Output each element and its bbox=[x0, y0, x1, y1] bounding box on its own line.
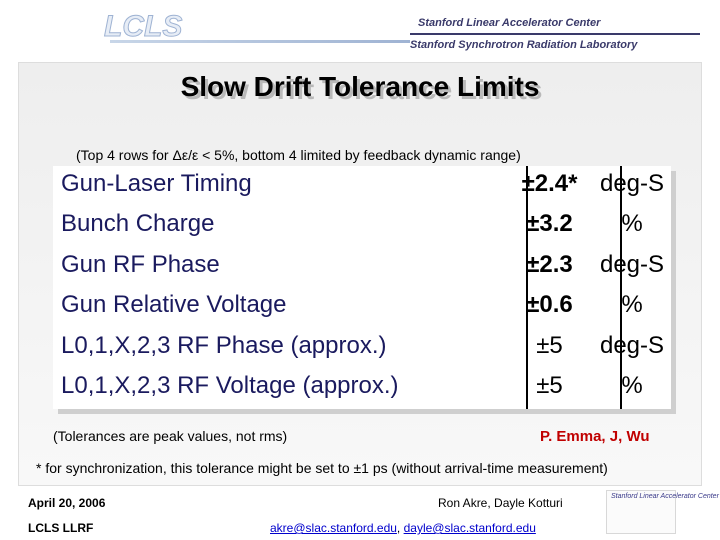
slac-logo-text: Stanford Linear Accelerator Center bbox=[611, 493, 719, 500]
row-name: Gun RF Phase bbox=[61, 251, 220, 278]
table-row: Bunch Charge ±3.2 % bbox=[53, 206, 671, 246]
email-link-akre[interactable]: akre@slac.stanford.edu bbox=[270, 521, 397, 535]
table-row: L0,1,X,2,3 RF Voltage (approx.) ±5 % bbox=[53, 368, 671, 408]
row-name: Bunch Charge bbox=[61, 210, 215, 237]
row-tolerance: ±0.6 bbox=[526, 291, 573, 318]
lab-name-slac: Stanford Linear Accelerator Center bbox=[418, 17, 601, 29]
lab-name-ssrl: Stanford Synchrotron Radiation Laborator… bbox=[410, 39, 638, 51]
row-unit: % bbox=[621, 210, 643, 237]
page-title: Slow Drift Tolerance Limits bbox=[180, 71, 540, 102]
row-tolerance: ±5 bbox=[536, 372, 563, 399]
row-unit: % bbox=[621, 372, 643, 399]
tolerance-table: Gun-Laser Timing ±2.4* deg-S Bunch Charg… bbox=[53, 166, 671, 409]
footer-authors: Ron Akre, Dayle Kotturi bbox=[438, 496, 563, 510]
title-shadow: Slow Drift Tolerance Limits bbox=[183, 74, 543, 105]
email-separator: , bbox=[396, 521, 401, 535]
row-tolerance: ±5 bbox=[536, 332, 563, 359]
footer-date: April 20, 2006 bbox=[28, 496, 106, 510]
row-unit: deg-S bbox=[599, 170, 665, 197]
row-name: L0,1,X,2,3 RF Voltage (approx.) bbox=[61, 372, 399, 399]
row-unit: deg-S bbox=[599, 251, 665, 278]
footer-emails: akre@slac.stanford.edu, dayle@slac.stanf… bbox=[270, 521, 536, 535]
column-divider bbox=[620, 166, 622, 409]
table-row: Gun RF Phase ±2.3 deg-S bbox=[53, 247, 671, 287]
column-divider bbox=[526, 166, 528, 409]
table-row: L0,1,X,2,3 RF Phase (approx.) ±5 deg-S bbox=[53, 328, 671, 368]
row-unit: deg-S bbox=[599, 332, 665, 359]
row-tolerance: ±2.4* bbox=[521, 170, 578, 197]
tolerance-note: (Tolerances are peak values, not rms) bbox=[53, 428, 288, 444]
table-row: Gun Relative Voltage ±0.6 % bbox=[53, 287, 671, 327]
header-rule bbox=[110, 40, 410, 43]
row-name: Gun-Laser Timing bbox=[61, 170, 252, 197]
email-link-kotturi[interactable]: dayle@slac.stanford.edu bbox=[403, 521, 536, 535]
row-tolerance: ±2.3 bbox=[526, 251, 573, 278]
lcls-logo-text: LCLS bbox=[104, 10, 182, 43]
slide-header: LCLS Stanford Linear Accelerator Center … bbox=[0, 0, 720, 62]
lcls-logo: LCLS bbox=[104, 10, 183, 44]
author-credit: P. Emma, J, Wu bbox=[540, 428, 650, 445]
subtitle: (Top 4 rows for Δε/ε < 5%, bottom 4 limi… bbox=[76, 147, 521, 163]
footer-org: LCLS LLRF bbox=[28, 521, 94, 535]
footnote: * for synchronization, this tolerance mi… bbox=[36, 460, 608, 476]
lab-divider bbox=[410, 33, 700, 35]
row-tolerance: ±3.2 bbox=[526, 210, 573, 237]
row-name: Gun Relative Voltage bbox=[61, 291, 287, 318]
table-row: Gun-Laser Timing ±2.4* deg-S bbox=[53, 166, 671, 206]
row-name: L0,1,X,2,3 RF Phase (approx.) bbox=[61, 332, 387, 359]
row-unit: % bbox=[621, 291, 643, 318]
slac-logo bbox=[606, 490, 676, 534]
